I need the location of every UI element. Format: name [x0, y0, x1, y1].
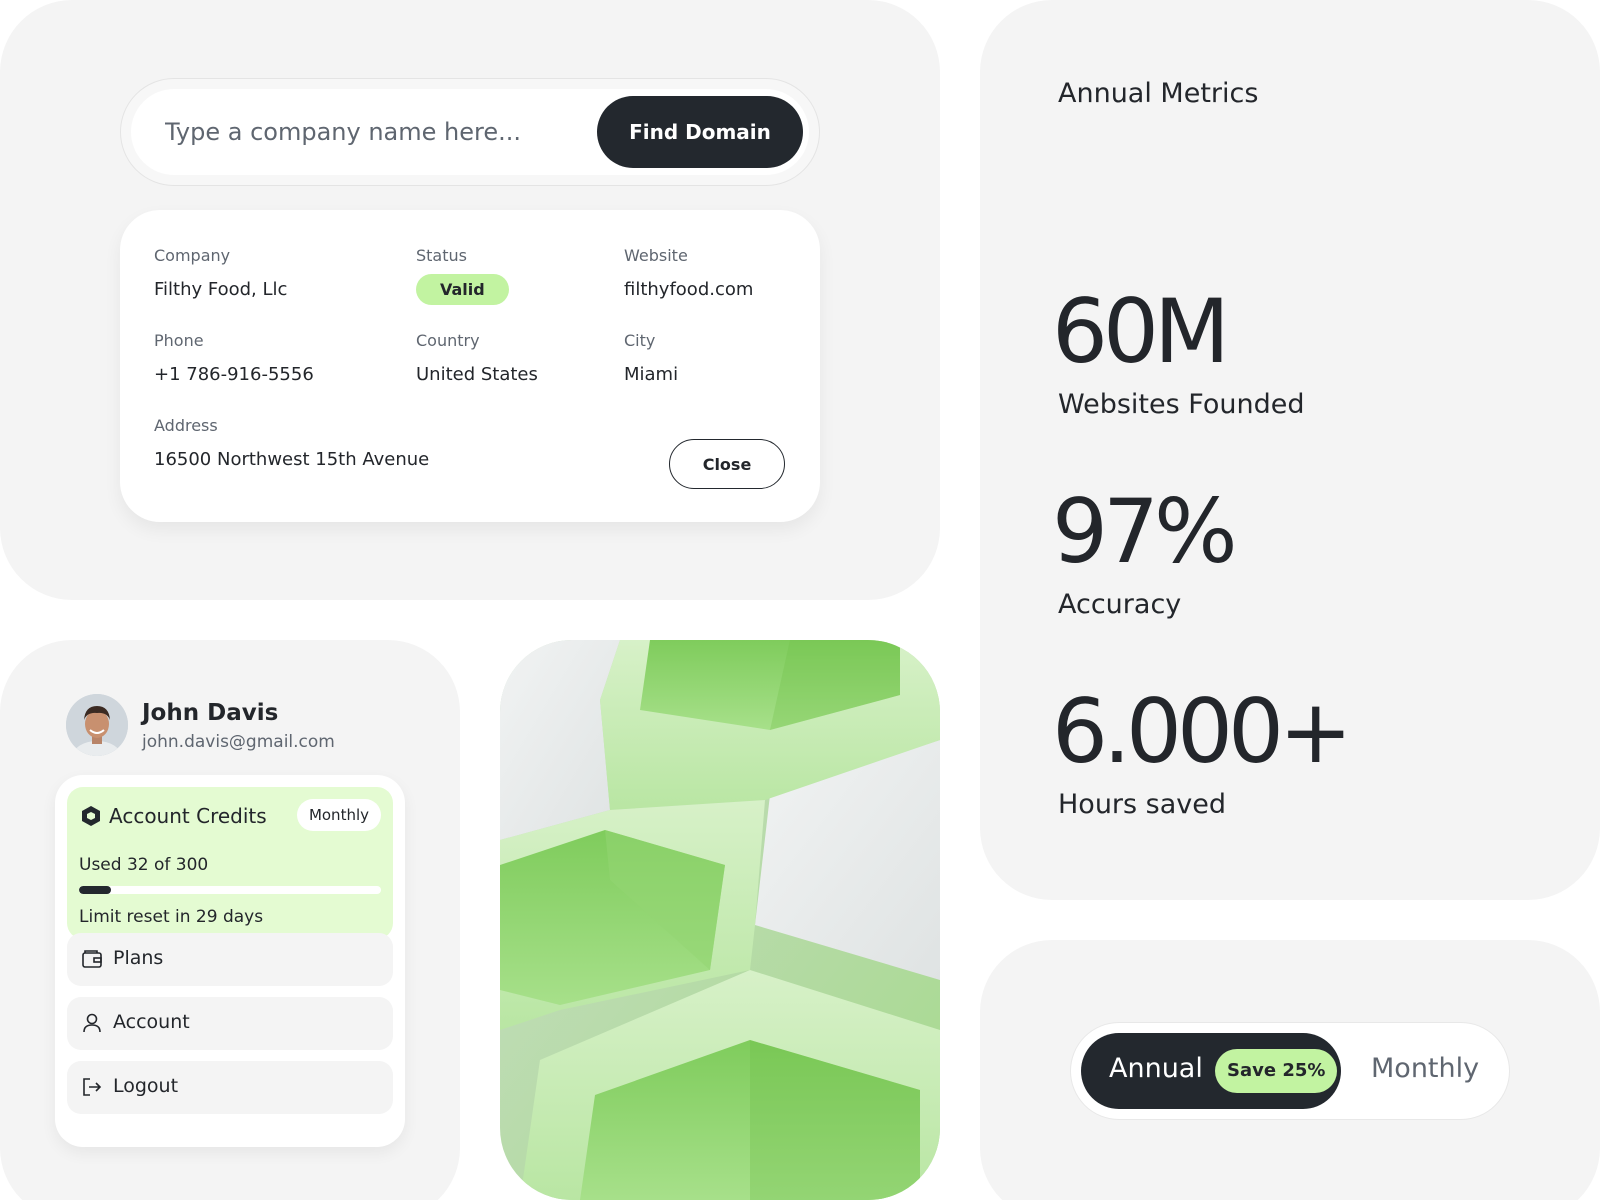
- company-label: Company: [154, 246, 231, 265]
- company-search-input[interactable]: [165, 107, 565, 157]
- hexagon-pattern: [500, 640, 940, 1200]
- address-label: Address: [154, 416, 218, 435]
- metric-label: Hours saved: [1058, 789, 1227, 820]
- user-name: John Davis: [142, 700, 279, 726]
- wallet-icon: [82, 950, 102, 968]
- menu-item-label: Logout: [113, 1075, 179, 1097]
- decorative-hexagon-image: [500, 640, 940, 1200]
- credits-progress-bar: [79, 886, 381, 894]
- phone-value: +1 786-916-5556: [154, 364, 314, 385]
- avatar[interactable]: [66, 694, 128, 756]
- toggle-option-monthly[interactable]: Monthly: [1371, 1053, 1480, 1084]
- phone-field: Phone +1 786-916-5556: [154, 331, 314, 386]
- company-field: Company Filthy Food, Llc: [154, 246, 287, 301]
- city-label: City: [624, 331, 656, 350]
- account-credits-card: Account Credits Monthly Used 32 of 300 L…: [67, 787, 393, 939]
- user-email: john.davis@gmail.com: [142, 732, 335, 752]
- metric-value: 6.000+: [1052, 680, 1353, 783]
- credits-used-text: Used 32 of 300: [79, 855, 209, 875]
- address-value: 16500 Northwest 15th Avenue: [154, 449, 430, 470]
- menu-item-label: Plans: [113, 947, 164, 969]
- logout-icon: [83, 1078, 102, 1096]
- credits-reset-text: Limit reset in 29 days: [79, 907, 264, 927]
- city-value: Miami: [624, 364, 679, 385]
- country-field: Country United States: [416, 331, 538, 386]
- menu-item-plans[interactable]: Plans: [67, 933, 393, 986]
- find-domain-button[interactable]: Find Domain: [597, 96, 803, 168]
- company-details-card: Company Filthy Food, Llc Status Valid We…: [120, 210, 820, 522]
- credits-period-badge[interactable]: Monthly: [296, 799, 381, 831]
- user-icon: [83, 1013, 101, 1033]
- country-value: United States: [416, 364, 538, 385]
- country-label: Country: [416, 331, 480, 350]
- search-bar: Find Domain: [120, 78, 820, 186]
- company-value: Filthy Food, Llc: [154, 279, 288, 300]
- credits-progress-fill: [79, 886, 112, 894]
- metric-value: 60M: [1052, 280, 1230, 383]
- website-field: Website filthyfood.com: [624, 246, 753, 301]
- phone-label: Phone: [154, 331, 204, 350]
- billing-period-toggle: Annual Save 25% Monthly: [1070, 1022, 1510, 1120]
- website-value: filthyfood.com: [624, 279, 754, 300]
- menu-item-account[interactable]: Account: [67, 997, 393, 1050]
- city-field: City Miami: [624, 331, 678, 386]
- domain-search-panel: Find Domain Company Filthy Food, Llc Sta…: [0, 0, 940, 600]
- metric-label: Accuracy: [1058, 589, 1182, 620]
- search-bar-inner: Find Domain: [131, 89, 809, 175]
- save-badge: Save 25%: [1215, 1049, 1338, 1093]
- credits-title: Account Credits: [109, 804, 267, 828]
- menu-item-label: Account: [113, 1011, 190, 1033]
- metrics-title: Annual Metrics: [1058, 78, 1259, 109]
- avatar-image: [66, 694, 128, 756]
- address-field: Address 16500 Northwest 15th Avenue: [154, 416, 429, 471]
- annual-metrics-panel: Annual Metrics 60M Websites Founded 97% …: [980, 0, 1600, 900]
- account-menu-card: Account Credits Monthly Used 32 of 300 L…: [55, 775, 405, 1147]
- annual-label: Annual: [1109, 1053, 1203, 1084]
- status-label: Status: [416, 246, 467, 265]
- status-badge: Valid: [416, 274, 509, 305]
- website-label: Website: [624, 246, 688, 265]
- metric-label: Websites Founded: [1058, 389, 1305, 420]
- status-field: Status Valid: [416, 246, 509, 305]
- toggle-option-annual[interactable]: Annual Save 25%: [1081, 1033, 1341, 1109]
- menu-item-logout[interactable]: Logout: [67, 1061, 393, 1114]
- credits-icon: [82, 806, 100, 826]
- metric-value: 97%: [1052, 480, 1238, 583]
- close-button[interactable]: Close: [669, 439, 785, 489]
